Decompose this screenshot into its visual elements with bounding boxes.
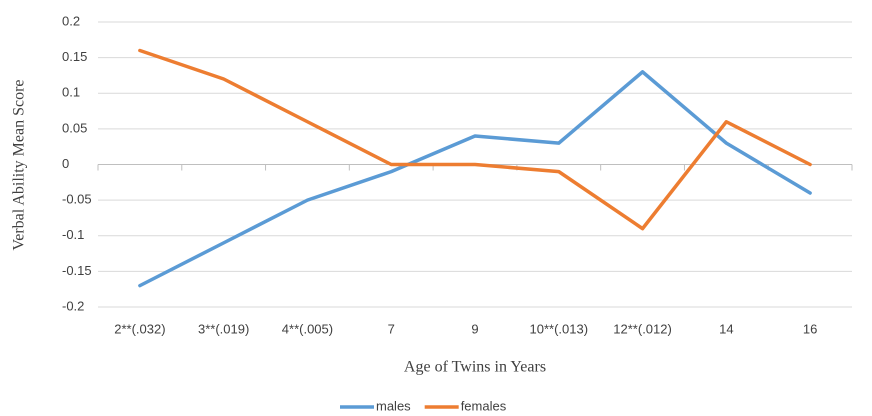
- x-tick-label: 16: [803, 321, 817, 336]
- y-tick-label: -0.2: [62, 298, 84, 313]
- x-tick-label: 3**(.019): [198, 321, 249, 336]
- y-tick-label: 0.05: [62, 120, 87, 135]
- x-axis-title: Age of Twins in Years: [404, 359, 546, 376]
- x-tick-label: 4**(.005): [282, 321, 333, 336]
- x-tick-label: 14: [719, 321, 733, 336]
- y-tick-label: -0.05: [62, 192, 92, 207]
- x-tick-label: 7: [388, 321, 395, 336]
- x-tick-label: 12**(.012): [613, 321, 672, 336]
- y-tick-label: 0.15: [62, 49, 87, 64]
- x-tick-label: 2**(.032): [114, 321, 165, 336]
- y-tick-label: -0.15: [62, 263, 92, 278]
- legend-label: females: [461, 398, 507, 413]
- y-tick-label: -0.1: [62, 227, 84, 242]
- y-tick-label: 0.2: [62, 13, 80, 28]
- x-tick-label: 10**(.013): [530, 321, 589, 336]
- legend-label: males: [376, 398, 411, 413]
- y-axis-title: Verbal Ability Mean Score: [11, 79, 28, 250]
- y-tick-label: 0.1: [62, 85, 80, 100]
- x-tick-label: 9: [471, 321, 478, 336]
- y-tick-label: 0: [62, 156, 69, 171]
- line-series: [138, 48, 812, 231]
- line-series: [138, 70, 812, 288]
